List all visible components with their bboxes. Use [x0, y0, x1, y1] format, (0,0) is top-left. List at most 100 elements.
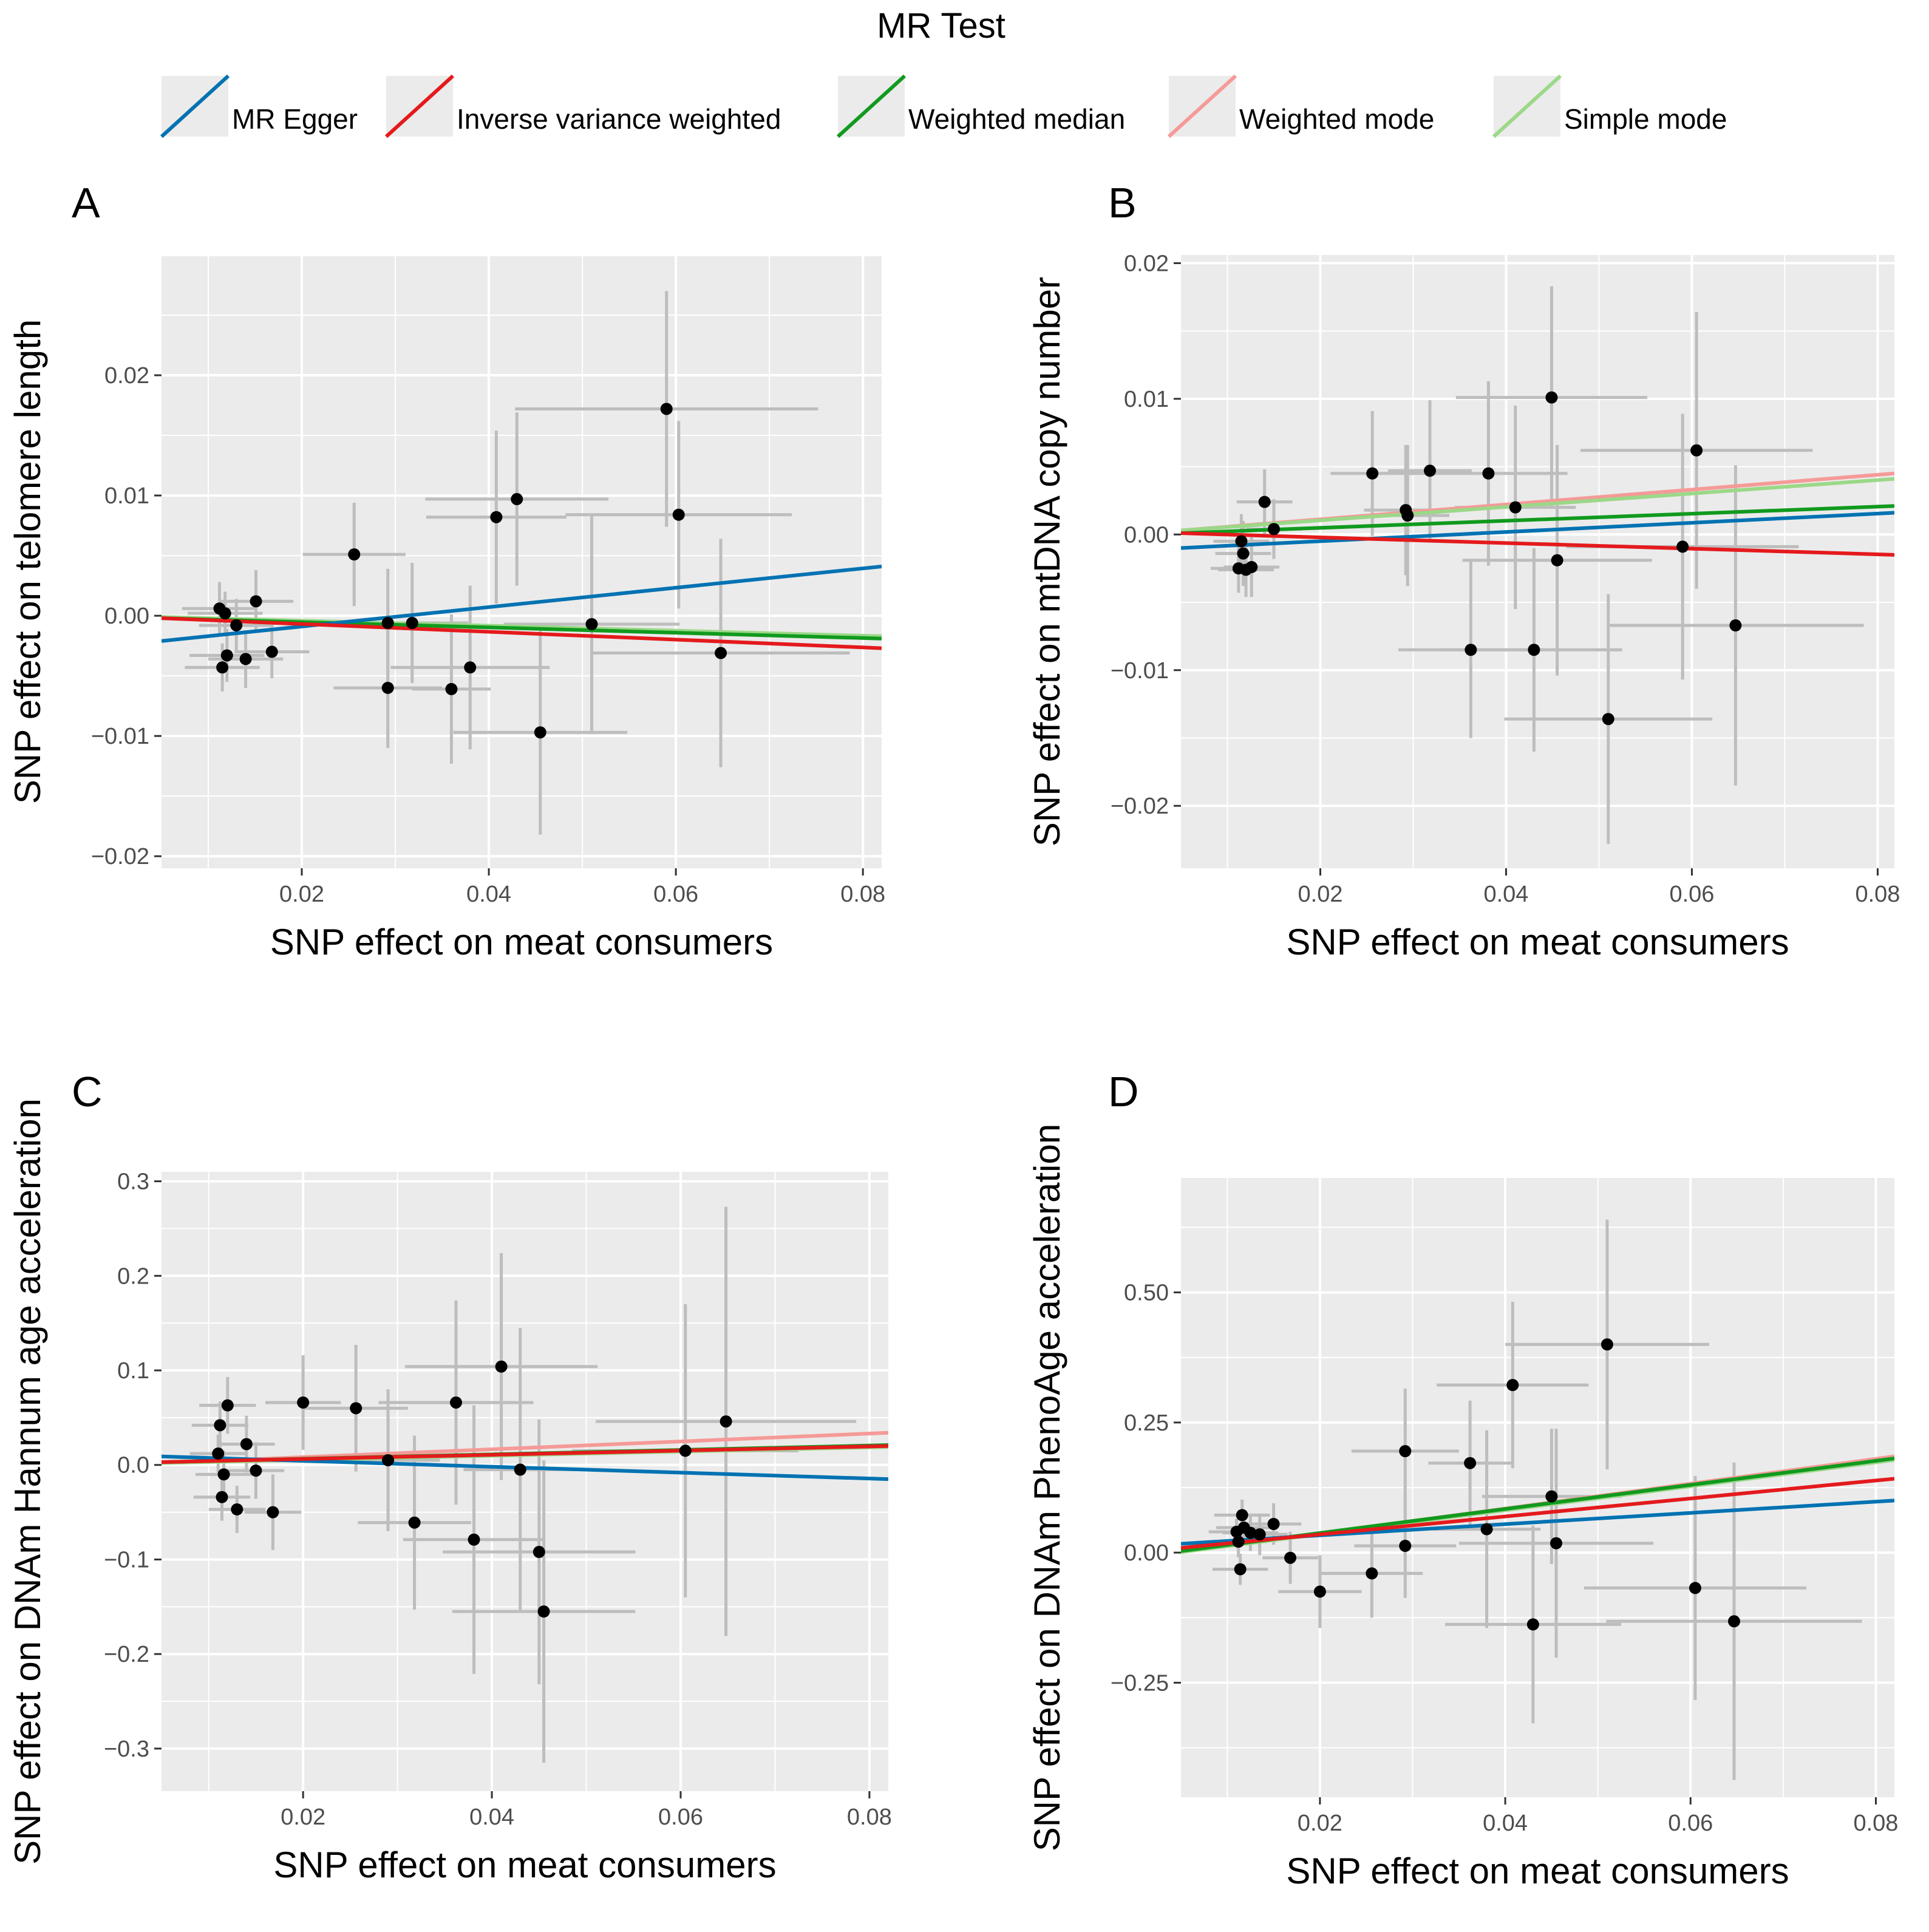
x-tick-label: 0.06: [1669, 882, 1714, 907]
line-mr-egger: [1181, 511, 1894, 550]
legend-key-line: [1167, 74, 1237, 138]
data-point: [217, 1468, 230, 1481]
data-point: [250, 595, 262, 608]
y-axis: −0.3 −0.2 −0.1 0.0 0.1 0.2 0.3: [104, 1169, 162, 1762]
data-point: [1528, 644, 1540, 656]
regression-lines: [162, 1430, 888, 1481]
y-axis: −0.02 −0.01 0.00 0.01 0.02: [91, 363, 162, 869]
panels: 0.02 0.04 0.06 0.08 −0.02 −0.01 0.00 0.01 0.02 SN…: [7, 179, 1900, 1891]
line-weighted-median: [1181, 504, 1894, 536]
data-point: [381, 681, 394, 694]
y-tick-label: 0.02: [1124, 251, 1169, 276]
y-tick-label: −0.01: [91, 724, 149, 749]
y-tick-label: 0.01: [104, 483, 149, 509]
x-tick-label: 0.08: [847, 1804, 892, 1830]
x-axis: 0.02 0.04 0.06 0.08: [1298, 1797, 1898, 1836]
y-tick-label: 0.00: [1124, 522, 1169, 548]
data-point: [219, 607, 231, 620]
data-point: [250, 1464, 262, 1477]
data-point: [585, 617, 598, 630]
data-point: [1602, 713, 1614, 726]
regression-lines: [1181, 471, 1894, 557]
y-tick-label: 0.50: [1124, 1281, 1169, 1306]
x-tick-label: 0.06: [653, 882, 698, 907]
y-axis-title: SNP effect on telomere length: [7, 319, 48, 804]
data-point: [464, 661, 477, 674]
y-tick-label: −0.01: [1111, 658, 1169, 684]
legend-key-line: [836, 74, 907, 138]
legend-label: MR Egger: [232, 103, 358, 135]
legend-key-line: [1492, 74, 1562, 138]
data-point: [350, 1402, 362, 1415]
y-tick-label: 0.25: [1124, 1410, 1169, 1436]
y-axis-title: SNP effect on DNAm PhenoAge acceleration: [1027, 1124, 1067, 1851]
data-point: [1267, 523, 1280, 536]
x-axis: 0.02 0.04 0.06 0.08: [1298, 868, 1900, 907]
data-point: [468, 1533, 480, 1546]
data-point: [1235, 535, 1248, 548]
x-tick-label: 0.06: [658, 1804, 703, 1830]
y-tick-label: −0.02: [91, 844, 149, 869]
x-axis-title: SNP effect on meat consumers: [1286, 1851, 1789, 1891]
x-axis: 0.02 0.04 0.06 0.08: [279, 868, 885, 907]
data-point: [1258, 495, 1271, 508]
panel-letter: C: [72, 1068, 103, 1115]
data-point: [1234, 1563, 1247, 1576]
legend-label: Simple mode: [1564, 103, 1727, 135]
data-point: [1366, 1567, 1378, 1580]
data-point: [1506, 1379, 1519, 1392]
y-tick-label: −0.02: [1111, 794, 1169, 819]
y-tick-label: 0.2: [117, 1264, 149, 1289]
data-point: [1551, 554, 1563, 566]
legend-label: Inverse variance weighted: [457, 103, 781, 135]
data-point: [220, 649, 233, 662]
y-axis: −0.25 0.00 0.25 0.50: [1111, 1281, 1181, 1696]
data-point: [1366, 467, 1379, 480]
data-point: [230, 619, 243, 631]
gridlines: [1181, 1178, 1894, 1797]
data-point: [212, 1447, 225, 1460]
y-axis: −0.02 −0.01 0.00 0.01 0.02: [1111, 251, 1181, 819]
y-tick-label: 0.00: [1124, 1540, 1169, 1566]
data-point: [445, 682, 458, 695]
data-point: [1545, 1490, 1558, 1503]
x-tick-label: 0.06: [1668, 1811, 1713, 1836]
data-point: [1399, 1445, 1412, 1457]
y-tick-label: 0.1: [117, 1358, 149, 1384]
x-tick-label: 0.02: [1298, 1811, 1342, 1836]
panel-D: 0.02 0.04 0.06 0.08 −0.25 0.00 0.25 0.50 SNP eff…: [1027, 1068, 1898, 1891]
y-tick-label: 0.0: [117, 1453, 149, 1478]
x-axis-title: SNP effect on meat consumers: [1286, 922, 1789, 962]
x-axis-title: SNP effect on meat consumers: [270, 922, 773, 962]
data-point: [490, 511, 503, 523]
data-point: [297, 1396, 310, 1409]
data-point: [1689, 1582, 1701, 1594]
line-inverse-variance-weighted: [162, 616, 882, 650]
gridlines: [1181, 255, 1894, 868]
data-point: [1236, 1509, 1248, 1522]
y-tick-label: −0.2: [104, 1642, 149, 1667]
data-point: [214, 1419, 226, 1432]
x-axis: 0.02 0.04 0.06 0.08: [281, 1791, 892, 1830]
legend-item-simple-mode: Simple mode: [1492, 74, 1727, 138]
data-point: [1545, 391, 1558, 404]
data-point: [1526, 1618, 1539, 1631]
x-tick-label: 0.04: [469, 1804, 514, 1830]
data-point: [348, 548, 361, 561]
data-point: [1267, 1518, 1280, 1530]
y-tick-label: −0.25: [1111, 1670, 1169, 1696]
plot-background: [162, 255, 882, 868]
x-tick-label: 0.04: [1483, 882, 1528, 907]
data-point: [537, 1605, 550, 1618]
legend: MR Test MR Egger Inverse variance weighte…: [160, 6, 1727, 138]
legend-key-line: [160, 74, 230, 138]
data-point: [672, 508, 685, 521]
data-point: [231, 1503, 243, 1515]
data-point: [679, 1444, 692, 1457]
data-point: [511, 493, 523, 506]
data-point: [239, 653, 252, 665]
data-point: [1676, 540, 1689, 553]
data-point: [1480, 1523, 1493, 1536]
data-point: [1244, 1526, 1257, 1539]
